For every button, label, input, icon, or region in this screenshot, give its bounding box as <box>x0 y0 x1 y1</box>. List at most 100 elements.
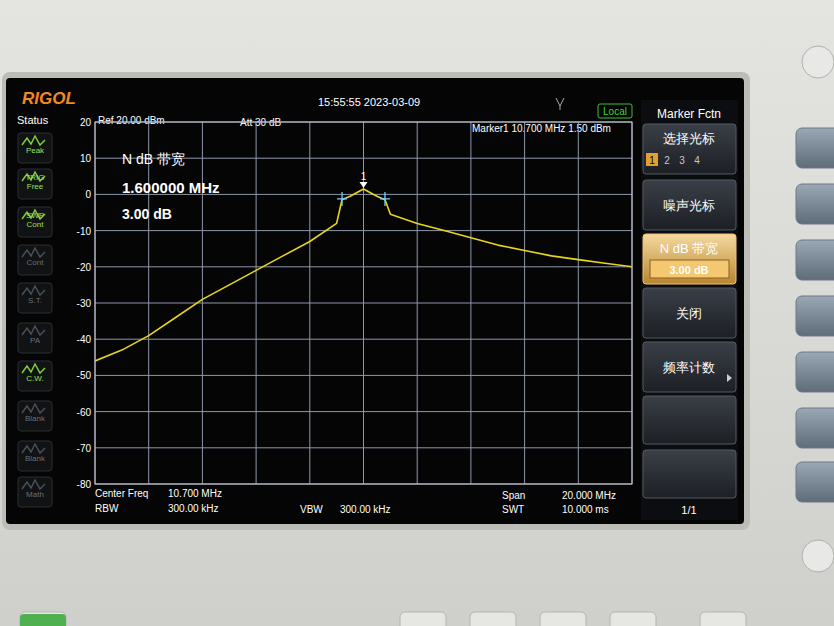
status-glyph <box>22 136 45 145</box>
status-label: Free <box>27 182 44 191</box>
menu-button[interactable] <box>643 288 736 338</box>
measure-bandwidth: 1.600000 MHz <box>122 179 220 196</box>
status-label: Peak <box>26 146 45 155</box>
hardware-key <box>470 612 516 626</box>
menu-label: 频率计数 <box>663 360 715 375</box>
y-tick-label: -80 <box>77 479 92 490</box>
status-glyph <box>22 326 45 335</box>
hardware-key <box>796 296 834 336</box>
ref-level: Ref 20.00 dBm <box>98 115 165 126</box>
y-tick-label: 10 <box>80 153 92 164</box>
y-tick-label: 20 <box>80 117 92 128</box>
select-highlight <box>646 153 658 166</box>
menu-label: 噪声光标 <box>663 198 715 213</box>
y-tick-label: -70 <box>77 443 92 454</box>
marker-readout: Marker1 10.700 MHz 1.50 dBm <box>472 123 611 134</box>
menu-label: N dB 带宽 <box>660 241 719 256</box>
status-label: TRIG <box>25 173 44 182</box>
footer-value: 300.00 kHz <box>340 504 391 515</box>
y-tick-label: -60 <box>77 407 92 418</box>
local-box <box>598 104 632 118</box>
status-glyph <box>22 444 45 453</box>
status-glyph <box>22 210 45 219</box>
y-tick-label: -30 <box>77 298 92 309</box>
status-icon <box>18 133 52 163</box>
menu-button[interactable] <box>643 180 736 230</box>
status-title: Status <box>17 114 49 126</box>
status-glyph <box>22 404 45 413</box>
status-label: SWP <box>26 211 44 220</box>
status-glyph <box>22 248 45 257</box>
select-item: 4 <box>694 155 700 166</box>
hardware-key <box>796 184 834 224</box>
marker-label: 1 <box>361 171 367 182</box>
menu-button[interactable] <box>643 234 736 284</box>
grid-line <box>148 122 149 484</box>
hardware-key <box>796 128 834 168</box>
menu-panel <box>641 100 738 520</box>
hardware-key <box>400 612 446 626</box>
select-item: 2 <box>664 155 670 166</box>
trace <box>95 189 632 361</box>
menu-label: 选择光标 <box>663 131 715 146</box>
grid-line <box>202 122 203 484</box>
footer-value: 300.00 kHz <box>168 503 219 514</box>
hardware-key <box>802 540 834 572</box>
status-label: Blank <box>25 414 46 423</box>
grid-line <box>578 122 579 484</box>
bandwidth-edge <box>380 192 390 206</box>
status-icon <box>18 207 52 237</box>
menu-button[interactable] <box>643 342 736 392</box>
menu-button <box>643 124 736 174</box>
hardware-key <box>796 408 834 448</box>
screen-frame <box>2 72 750 530</box>
hardware-key <box>796 352 834 392</box>
footer-value: 10.000 ms <box>562 504 609 515</box>
submenu-arrow <box>727 374 732 382</box>
brand: RIGOL <box>22 89 76 108</box>
status-label: PA <box>30 336 41 345</box>
measure-ndb: 3.00 dB <box>122 206 172 222</box>
hardware-key <box>20 612 66 626</box>
status-label: Blank <box>25 454 46 463</box>
menu-title: Marker Fctn <box>657 107 721 121</box>
hardware-key <box>802 46 834 78</box>
status-glyph <box>22 172 45 181</box>
footer-value: 20.000 MHz <box>562 490 616 501</box>
grid <box>95 122 632 484</box>
status-glyph <box>22 480 45 489</box>
peak-marker <box>360 182 368 188</box>
status-label: Cont <box>27 220 45 229</box>
footer-value: 10.700 MHz <box>168 488 222 499</box>
hardware-key <box>796 240 834 280</box>
hardware-key <box>540 612 586 626</box>
footer-label: Span <box>502 490 525 501</box>
timestamp: 15:55:55 2023-03-09 <box>318 96 420 108</box>
menu-label: 关闭 <box>676 306 702 321</box>
status-icon <box>18 401 52 431</box>
y-tick-label: -50 <box>77 370 92 381</box>
status-label: Math <box>26 490 44 499</box>
plot-frame <box>95 122 632 484</box>
marks <box>95 182 632 361</box>
footer-label: SWT <box>502 504 524 515</box>
status-icon <box>18 283 52 313</box>
footer-label: Center Freq <box>95 488 148 499</box>
y-tick-label: -20 <box>77 262 92 273</box>
power-key <box>20 614 66 626</box>
menu-button <box>643 396 736 444</box>
menu-page: 1/1 <box>681 504 696 516</box>
menu-value-box <box>650 260 729 278</box>
select-item: 1 <box>649 155 655 166</box>
bandwidth-edge <box>337 192 347 206</box>
grid-line <box>524 122 525 484</box>
screen <box>6 78 744 524</box>
footer-label: VBW <box>300 504 323 515</box>
status-label: C.W. <box>26 374 43 383</box>
footer-label: RBW <box>95 503 119 514</box>
y-tick-label: -40 <box>77 334 92 345</box>
status-icon <box>18 245 52 275</box>
grid-line <box>256 122 257 484</box>
grid-line <box>417 122 418 484</box>
status-glyph <box>22 286 45 295</box>
